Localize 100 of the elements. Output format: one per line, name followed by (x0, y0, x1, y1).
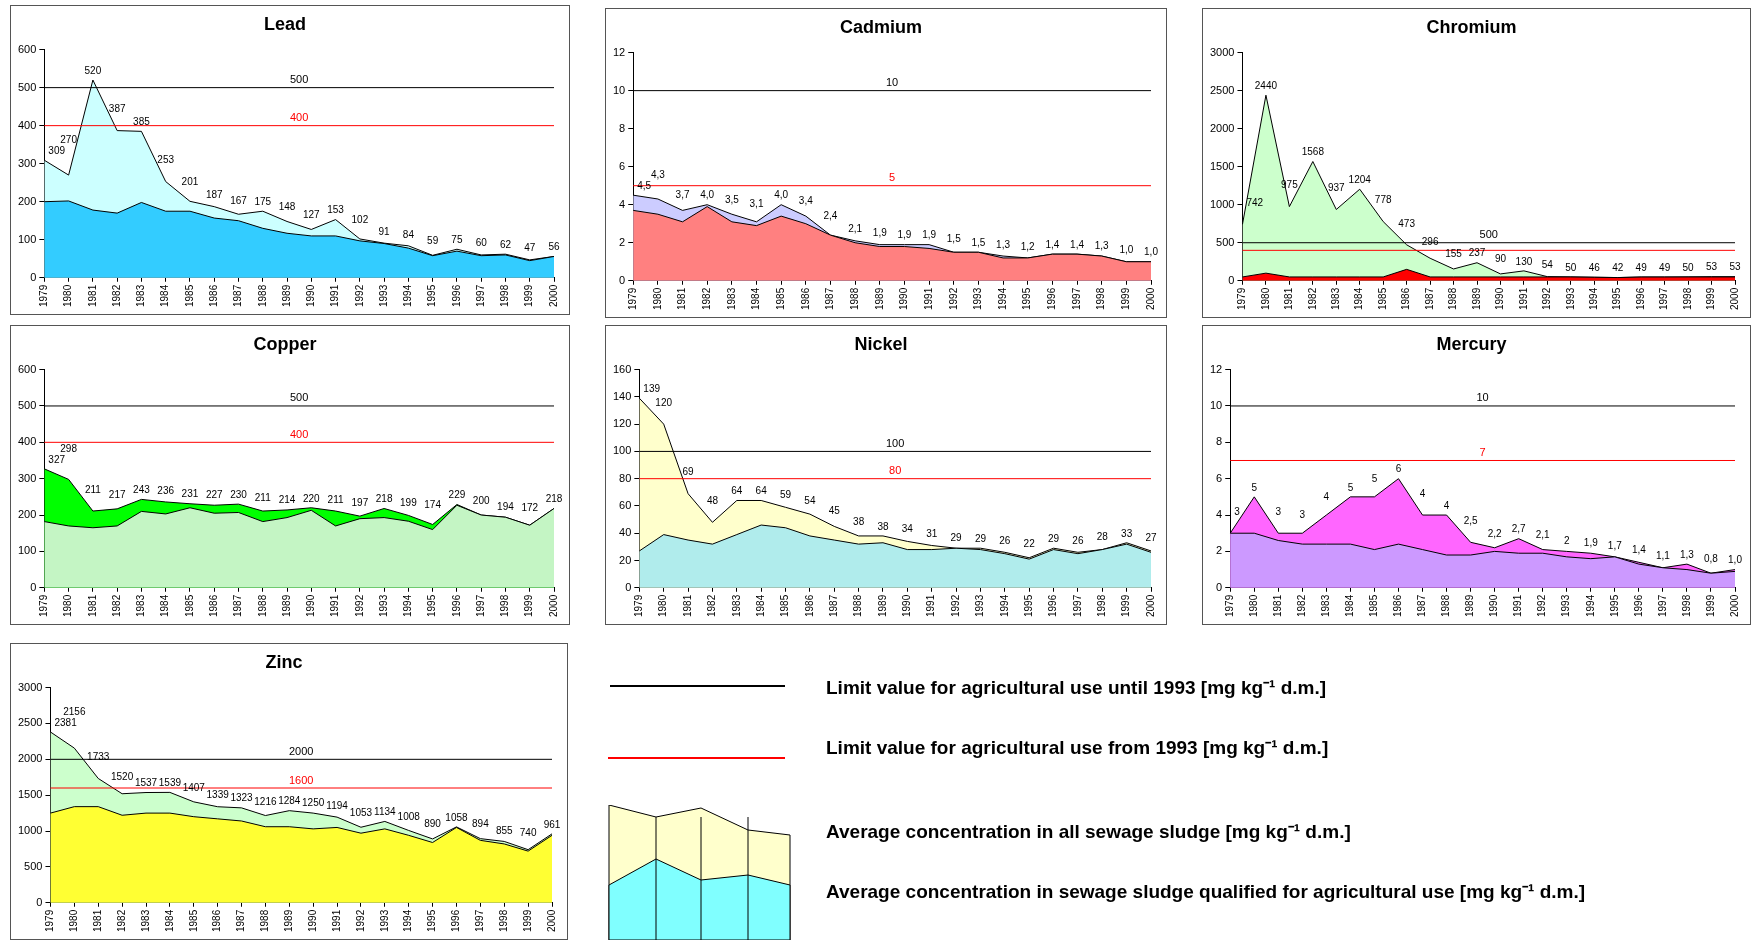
x-tick-label: 1984 (163, 909, 175, 932)
data-label: 4,0 (700, 189, 715, 201)
data-label: 243 (133, 484, 151, 496)
x-tick-label: 1992 (353, 284, 365, 307)
x-tick-label: 1982 (1306, 287, 1318, 310)
x-tick-label: 1995 (1021, 287, 1033, 310)
data-label: 50 (1565, 261, 1577, 273)
data-label: 309 (48, 145, 66, 156)
x-tick-label: 1986 (207, 594, 219, 617)
x-tick-label: 1998 (1095, 287, 1107, 310)
y-tick-label: 0 (625, 580, 632, 593)
x-tick-label: 1997 (1071, 594, 1083, 617)
x-tick-label: 1993 (1560, 594, 1572, 617)
x-tick-label: 1997 (474, 909, 486, 932)
x-tick-label: 1998 (497, 909, 509, 932)
x-tick-label: 1991 (922, 287, 934, 310)
data-label: 31 (926, 528, 938, 540)
x-tick-label: 1989 (876, 594, 888, 617)
data-label: 1,5 (946, 233, 962, 245)
x-tick-label: 1986 (207, 284, 219, 307)
y-tick-label: 1000 (1209, 197, 1235, 210)
data-label: 2,1 (1535, 528, 1551, 540)
y-tick-label: 0 (30, 580, 37, 593)
x-tick-label: 1996 (1047, 594, 1059, 617)
y-tick-label: 3000 (17, 680, 43, 693)
x-tick-label: 1993 (972, 287, 984, 310)
data-label: 49 (1659, 261, 1671, 273)
x-tick-label: 1981 (86, 594, 98, 617)
y-tick-label: 100 (17, 232, 37, 245)
data-label: 47 (524, 241, 536, 253)
data-label: 1520 (110, 770, 134, 782)
data-label: 217 (108, 488, 126, 500)
data-label: 2,2 (1487, 527, 1503, 539)
data-label: 1,7 (1607, 539, 1623, 551)
data-label: 270 (60, 134, 78, 145)
x-tick-label: 1995 (426, 594, 438, 617)
data-label: 4 (1419, 487, 1426, 499)
x-tick-label: 1999 (1705, 287, 1717, 310)
data-label: 230 (230, 488, 248, 500)
ref-line-label: 400 (290, 427, 309, 440)
chart-title: Mercury (1436, 333, 1507, 354)
x-tick-label: 1989 (1464, 594, 1476, 617)
x-tick-label: 1991 (329, 594, 341, 617)
data-label: 84 (402, 229, 415, 241)
y-tick-label: 10 (1209, 398, 1223, 411)
x-tick-label: 1990 (305, 284, 317, 307)
data-label: 46 (1588, 261, 1601, 273)
x-tick-label: 1986 (1392, 594, 1404, 617)
x-tick-label: 1985 (1368, 594, 1380, 617)
x-tick-label: 1999 (1704, 594, 1716, 617)
data-label: 4,3 (650, 168, 666, 180)
data-label: 69 (682, 466, 695, 478)
x-tick-label: 1996 (450, 909, 462, 932)
data-label: 2,1 (848, 222, 863, 234)
x-tick-label: 1987 (828, 594, 840, 617)
data-label: 59 (779, 488, 792, 500)
data-label: 298 (60, 442, 78, 454)
x-tick-label: 1984 (159, 594, 171, 617)
data-label: 29 (974, 532, 987, 544)
ref-line-label: 100 (886, 436, 905, 449)
x-tick-label: 1992 (1541, 287, 1553, 310)
y-tick-label: 12 (612, 45, 626, 58)
y-tick-label: 2000 (1209, 121, 1235, 134)
data-label: 64 (731, 485, 743, 497)
x-tick-label: 1986 (803, 594, 815, 617)
data-label: 740 (519, 826, 537, 838)
x-tick-label: 2000 (547, 594, 559, 617)
x-tick-label: 1988 (256, 284, 268, 307)
data-label: 155 (1445, 248, 1463, 260)
data-label: 0,8 (1704, 553, 1719, 565)
y-tick-label: 8 (619, 121, 626, 134)
x-tick-label: 1990 (1494, 287, 1506, 310)
y-tick-label: 80 (619, 471, 632, 484)
x-tick-label: 1990 (306, 909, 318, 932)
x-tick-label: 1991 (1517, 287, 1529, 310)
data-label: 236 (157, 485, 175, 497)
ref-line-label: 500 (1479, 228, 1498, 241)
data-label: 59 (427, 235, 439, 247)
x-tick-label: 1990 (901, 594, 913, 617)
x-tick-label: 1988 (1447, 287, 1459, 310)
data-label: 49 (1635, 261, 1648, 273)
y-tick-label: 40 (619, 526, 632, 539)
y-tick-label: 4 (1216, 508, 1223, 521)
data-label: 60 (475, 236, 488, 248)
x-tick-label: 1982 (110, 594, 122, 617)
x-tick-label: 1987 (235, 909, 247, 932)
data-label: 64 (755, 485, 768, 497)
x-tick-label: 1998 (1681, 287, 1693, 310)
x-tick-label: 1988 (259, 909, 271, 932)
chart-title: Nickel (854, 333, 908, 354)
x-tick-label: 1995 (426, 284, 438, 307)
data-label: 778 (1374, 194, 1392, 206)
data-label: 2,7 (1511, 523, 1527, 535)
data-label: 1,4 (1045, 238, 1060, 250)
data-label: 50 (1682, 261, 1695, 273)
x-tick-label: 1987 (824, 287, 836, 310)
data-label: 1053 (349, 806, 373, 818)
y-tick-label: 0 (30, 270, 37, 283)
y-tick-label: 100 (612, 444, 632, 457)
y-tick-label: 300 (17, 156, 37, 169)
